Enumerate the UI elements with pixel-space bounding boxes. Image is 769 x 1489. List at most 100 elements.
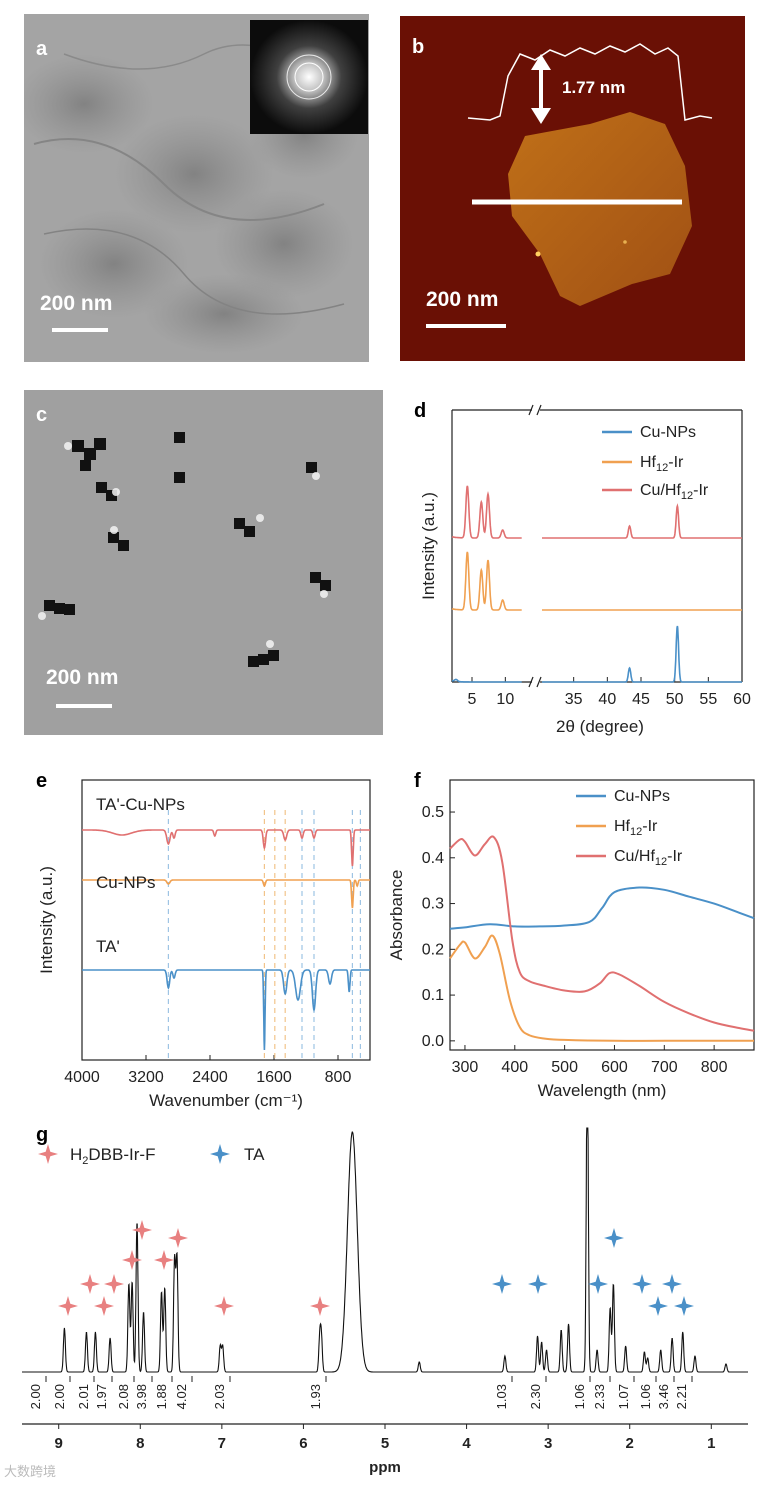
g-integral-label: 4.02 (174, 1384, 189, 1409)
f-xtick-label: 700 (651, 1059, 678, 1076)
panel-b-scale-bar (426, 324, 506, 328)
d-xtick-label: 5 (468, 691, 477, 708)
afm-flake (400, 16, 745, 361)
f-ytick-label: 0.5 (422, 804, 444, 821)
g-integral-label: 2.30 (528, 1384, 543, 1409)
e-series-cu-nps (82, 879, 370, 909)
g-integral-label: 1.06 (572, 1384, 587, 1409)
d-xlabel: 2θ (degree) (556, 717, 644, 736)
e-series-ta-cu-nps (82, 829, 370, 867)
d-legend-hf12-ir-label: Hf12-Ir (640, 454, 684, 474)
e-xtick-label: 800 (325, 1069, 352, 1086)
g-star-ta (604, 1228, 624, 1248)
panel-b-scale-text: 200 nm (426, 288, 499, 311)
g-integral-label: 2.21 (674, 1384, 689, 1409)
panel-c-scale-bar (56, 704, 112, 708)
e-label-ta-prime-cu-nps: TA'-Cu-NPs (96, 795, 185, 814)
f-xtick-label: 300 (452, 1059, 479, 1076)
afm-height-text: 1.77 nm (562, 78, 626, 97)
d-xtick-label: 35 (565, 691, 583, 708)
d-xtick-label: 45 (632, 691, 650, 708)
f-series-0 (449, 886, 755, 930)
f-ytick-label: 0.2 (422, 941, 444, 958)
g-xtick-label: 1 (707, 1435, 715, 1452)
e-xtick-label: 3200 (128, 1069, 164, 1086)
g-star-h2dbb (168, 1228, 188, 1248)
f-xtick-label: 400 (501, 1059, 528, 1076)
g-integral-label: 1.97 (94, 1384, 109, 1409)
d-series-cuhf12-ir-right (542, 503, 742, 539)
f-ytick-label: 0.4 (422, 850, 444, 867)
f-xtick-label: 800 (701, 1059, 728, 1076)
g-integral-label: 3.46 (656, 1384, 671, 1409)
d-series-hf12-ir-left (451, 551, 522, 611)
g-integral-label: 3.98 (134, 1384, 149, 1409)
g-integral-label: 2.03 (212, 1384, 227, 1409)
watermark: 大数跨境 (4, 1464, 57, 1479)
g-integral-label: 1.06 (638, 1384, 653, 1409)
g-xlabel: ppm (369, 1459, 401, 1476)
f-legend-hf12-ir-label: Hf12-Ir (614, 818, 658, 838)
g-xtick-label: 3 (544, 1435, 552, 1452)
e-label-cu-nps: Cu-NPs (96, 873, 156, 892)
f-ytick-label: 0.3 (422, 896, 444, 913)
d-legend-cuhf12-ir-label: Cu/Hf12-Ir (640, 482, 709, 502)
panel-d-xrd-chart: d 5 10 35 40 45 50 55 60 2θ (degree) Intensity (a… (400, 390, 769, 760)
panel-f-uvvis-chart: f 300 400 500 600 700 800 0.0 0.1 0.2 0.3 0.4 0.5 Wa… (387, 760, 769, 1130)
f-legend-cu-nps-label: Cu-NPs (614, 788, 670, 805)
g-star-h2dbb (310, 1296, 330, 1316)
d-xtick-label: 40 (598, 691, 616, 708)
g-star-h2dbb (80, 1274, 100, 1294)
e-xtick-label: 2400 (192, 1069, 228, 1086)
g-xtick-label: 4 (462, 1435, 471, 1452)
g-xtick-label: 9 (55, 1435, 63, 1452)
e-series-ta-prime (82, 969, 370, 1051)
g-star-ta (492, 1274, 512, 1294)
g-star-h2dbb (104, 1274, 124, 1294)
g-integral-label: 2.00 (52, 1384, 67, 1409)
g-legend-label-h2dbb: H2DBB-Ir-F (70, 1145, 155, 1167)
g-xtick-label: 6 (299, 1435, 307, 1452)
e-xlabel: Wavenumber (cm⁻¹) (149, 1091, 303, 1110)
nmr-plot: 9 8 7 6 5 4 3 2 1 ppm 2.00 2.00 2.01 1.97 2.08 3.98 1.88… (22, 1127, 748, 1476)
panel-b-afm-image: b 1.77 nm 200 nm (400, 16, 745, 361)
g-integral-label: 1.93 (308, 1384, 323, 1409)
panel-g-label: g (36, 1124, 49, 1146)
height-profile-line (467, 43, 713, 121)
e-xtick-label: 4000 (64, 1069, 100, 1086)
g-xtick-label: 7 (218, 1435, 226, 1452)
g-star-h2dbb (154, 1250, 174, 1270)
d-axis-break-1 (536, 676, 542, 688)
g-integral-label: 1.07 (616, 1384, 631, 1409)
d-series-cu-nps-left (452, 678, 522, 683)
e-label-ta-prime: TA' (96, 937, 120, 956)
f-xtick-label: 500 (551, 1059, 578, 1076)
g-xtick-label: 5 (381, 1435, 389, 1452)
panel-g-nmr-chart: g 9 8 7 6 5 4 3 2 1 ppm 2.00 2.00 2.01 1.97 2.08 3.98 1.… (0, 1120, 769, 1484)
g-integral-label: 2.01 (76, 1384, 91, 1409)
g-legend-label-ta: TA (244, 1145, 265, 1164)
nanoparticle-clusters (24, 390, 383, 735)
g-star-ta (662, 1274, 682, 1294)
g-star-h2dbb (94, 1296, 114, 1316)
g-star-h2dbb (122, 1250, 142, 1270)
panel-e-label: e (36, 770, 48, 792)
d-xtick-label: 50 (666, 691, 684, 708)
g-integral-label: 2.33 (592, 1384, 607, 1409)
f-xtick-label: 600 (601, 1059, 628, 1076)
g-integral-label: 1.88 (154, 1384, 169, 1409)
g-star-h2dbb (214, 1296, 234, 1316)
g-star-ta (632, 1274, 652, 1294)
panel-a-tem-image: a 200 nm (24, 14, 369, 362)
d-xtick-label: 60 (733, 691, 751, 708)
f-series-2 (449, 835, 755, 1032)
d-axis-break-0 (528, 676, 534, 688)
g-star-ta (588, 1274, 608, 1294)
nmr-spectrum-line (22, 1127, 748, 1373)
panel-c-tem-image: c 200 nm (24, 390, 383, 735)
panel-c-scale-text: 200 nm (46, 666, 119, 689)
panel-d-label: d (414, 400, 427, 422)
d-axis-break-3 (536, 404, 542, 416)
f-ytick-label: 0.1 (422, 987, 444, 1004)
tem-texture (24, 14, 369, 362)
